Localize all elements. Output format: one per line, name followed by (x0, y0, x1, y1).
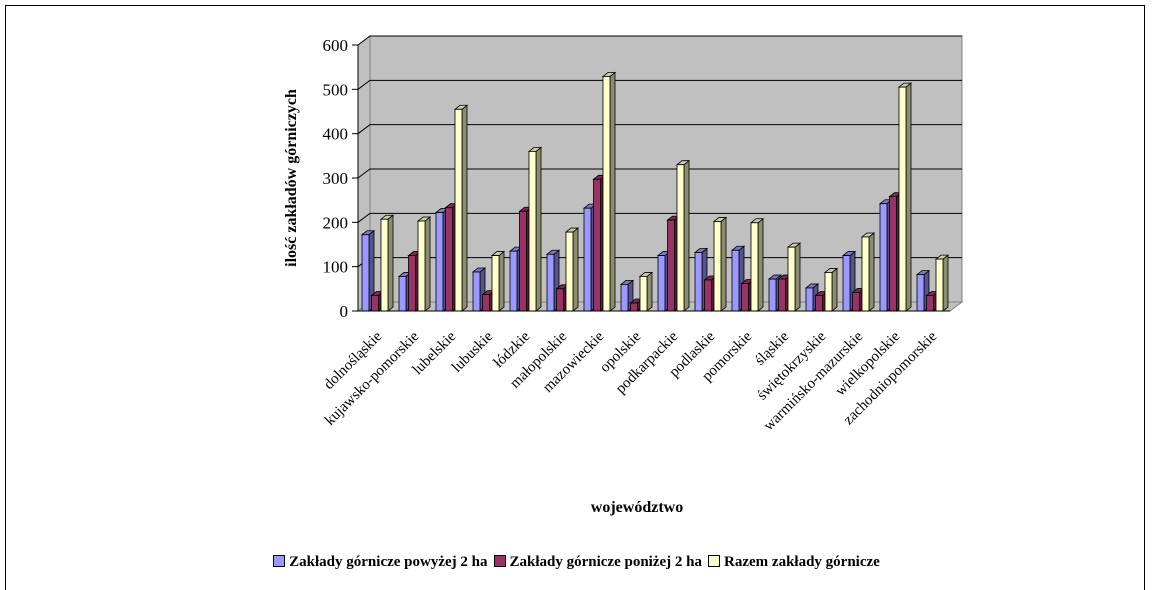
bar (556, 288, 564, 312)
x-tick-label: lubuskie (449, 328, 496, 375)
bar (778, 278, 786, 312)
bar (787, 246, 796, 312)
gridline (357, 212, 962, 223)
bar (454, 108, 463, 312)
bar (491, 255, 500, 312)
bar (842, 255, 851, 312)
bar-side (868, 232, 875, 312)
bar (639, 276, 648, 312)
bar (593, 178, 601, 312)
bar (750, 222, 759, 312)
plot-area (352, 35, 964, 312)
bar (704, 279, 712, 312)
bar-side (720, 216, 727, 312)
legend-item: Zakłady górnicze powyżej 2 ha (273, 554, 488, 571)
bar (435, 212, 444, 312)
bar (898, 86, 907, 312)
legend-item: Razem zakłady górnicze (708, 554, 880, 571)
bar-side (683, 159, 690, 312)
bar (361, 234, 370, 312)
bar (509, 250, 518, 312)
bar (408, 255, 416, 312)
bar-side (646, 271, 653, 312)
bar (602, 76, 611, 312)
bar (380, 218, 389, 312)
bar (815, 295, 823, 312)
bar (445, 207, 453, 312)
y-axis-title: ilość zakładów górniczych (283, 89, 300, 267)
bar (528, 150, 537, 312)
bar-side (794, 242, 801, 312)
bar (916, 274, 925, 312)
bar-side (424, 216, 431, 312)
legend: Zakłady górnicze powyżej 2 ha Zakłady gór… (0, 554, 1153, 571)
bar-side (387, 214, 394, 312)
bar-side (535, 146, 542, 312)
y-tick-label: 100 (323, 258, 349, 277)
bar (731, 249, 740, 312)
bar-side (905, 82, 912, 312)
bar (852, 291, 860, 312)
bar (741, 283, 749, 312)
bar (565, 231, 574, 312)
bar-side (609, 71, 616, 312)
chart-frame (5, 5, 1145, 590)
bar (805, 287, 814, 312)
bar (676, 164, 685, 312)
bar (620, 283, 629, 312)
bar (935, 258, 944, 312)
y-tick-label: 400 (323, 125, 349, 144)
bar (768, 278, 777, 312)
y-tick-label: 500 (323, 80, 349, 99)
bar-side (942, 254, 949, 312)
bar-side (831, 267, 838, 312)
bar (371, 295, 379, 312)
bar (879, 203, 888, 312)
bar-side (461, 104, 468, 312)
bar (667, 219, 675, 312)
gridline (357, 35, 962, 46)
bar-side (757, 217, 764, 312)
gridline (357, 124, 962, 135)
gridline (357, 168, 962, 179)
legend-label: Razem zakłady górnicze (724, 554, 880, 570)
bar (583, 207, 592, 312)
bar-side (498, 250, 505, 312)
legend-item: Zakłady górnicze poniżej 2 ha (493, 554, 703, 571)
y-tick-label: 600 (323, 36, 349, 55)
bar (472, 271, 481, 312)
bar (519, 210, 527, 312)
bar (889, 196, 897, 312)
bar (398, 276, 407, 312)
bar-side (572, 227, 579, 312)
x-axis-title: województwo (591, 499, 683, 516)
gridline (357, 79, 962, 90)
bar (861, 236, 870, 312)
legend-swatch (273, 555, 286, 567)
bar (482, 294, 490, 312)
legend-swatch (493, 555, 506, 567)
y-tick-label: 0 (340, 302, 349, 321)
bar (417, 220, 426, 312)
y-tick-label: 200 (323, 213, 349, 232)
legend-label: Zakłady górnicze poniżej 2 ha (509, 554, 703, 570)
legend-swatch (708, 555, 721, 567)
legend-label: Zakłady górnicze powyżej 2 ha (289, 554, 488, 570)
bar (657, 255, 666, 312)
y-tick-label: 300 (323, 169, 349, 188)
bar (713, 221, 722, 312)
bar (546, 253, 555, 312)
bar (926, 295, 934, 312)
bar (630, 302, 638, 312)
bar (694, 252, 703, 312)
bar (824, 272, 833, 312)
